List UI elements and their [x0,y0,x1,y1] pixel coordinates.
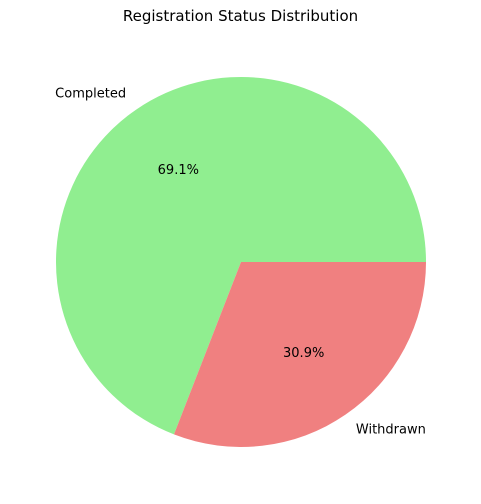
pie-slice-withdrawn [173,262,426,447]
percent-label-completed: 69.1% [158,163,199,178]
percent-label-withdrawn: 30.9% [283,346,324,361]
chart-title: Registration Status Distribution [122,7,359,25]
pie-slice-completed [55,76,426,435]
category-label-withdrawn: Withdrawn [356,422,426,437]
category-label-completed: Completed [55,87,126,102]
